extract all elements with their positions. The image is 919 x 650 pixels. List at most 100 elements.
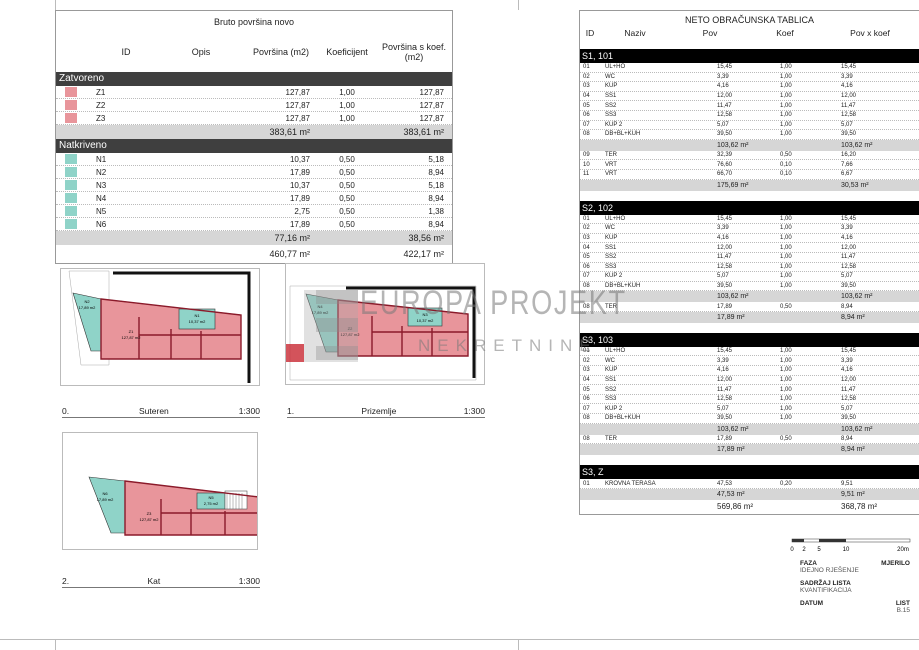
section-total-row: 17,89 m² 8,94 m²: [580, 311, 919, 323]
cell-coef: 1,00: [339, 100, 355, 110]
cell-naziv: UL+HO: [605, 348, 626, 355]
cell-pov-koef: 3,39: [841, 357, 853, 364]
scale-bar-graphic: 0 2 5 10 20m: [790, 538, 911, 553]
cell-koef: 1,00: [780, 367, 792, 374]
cell-area-koef: 8,94: [428, 193, 444, 203]
cell-pov: 39,50: [717, 415, 733, 422]
cell-pov: 5,07: [717, 405, 729, 412]
table-row: 02 WC 3,39 1,00 3,39: [580, 356, 919, 367]
cell-pov: 3,39: [717, 73, 729, 80]
plan-name: Suteren: [139, 406, 169, 416]
plan-caption-kat: 2. Kat 1:300: [62, 576, 260, 588]
table-row: 01 KROVNA TERASA 47,53 0,20 9,51: [580, 479, 919, 489]
neto-grand-pov-koef: 368,78 m²: [841, 502, 878, 512]
list-value: B.15: [896, 607, 910, 614]
table-row: 11 VRT 66,70 0,10 6,67: [580, 170, 919, 180]
color-swatch: [65, 87, 77, 97]
cell-pov-koef: 3,39: [841, 73, 853, 80]
cell-pov-koef: 12,58: [841, 396, 857, 403]
cell-naziv: SS2: [605, 102, 617, 109]
cell-naziv: UL+HO: [605, 215, 626, 222]
cell-id: N3: [96, 180, 107, 190]
cell-pov-koef: 16,20: [841, 152, 857, 159]
table-row: Z1 127,87 1,00 127,87: [56, 86, 452, 99]
table-row: 03 KUP 4,16 1,00 4,16: [580, 82, 919, 92]
floor-plan-suteren: N2 17,89 m2 Z1 127,87 m2 N1 10,37 m2: [60, 268, 260, 386]
room-area: 17,89 m2: [79, 305, 96, 310]
cell-koef: 1,00: [780, 102, 792, 109]
swatch-cell: [56, 87, 96, 97]
cell-pov: 12,00: [717, 244, 733, 251]
cell-pov: 39,50: [717, 282, 733, 289]
cell-area: 127,87: [285, 87, 310, 97]
cell-koef: 1,00: [780, 235, 792, 242]
cell-area-koef: 1,38: [428, 206, 444, 216]
cell-naziv: VRT: [605, 161, 617, 168]
scale-tick: 5: [817, 547, 821, 553]
cell-id: 05: [583, 386, 590, 393]
table-row: 01 UL+HO 15,45 1,00 15,45: [580, 63, 919, 73]
section-gap: [580, 39, 919, 49]
room-area: 127,87 m2: [341, 332, 361, 337]
table-row: 06 SS3 12,58 1,00 12,58: [580, 263, 919, 273]
subtotal-area: 383,61 m²: [269, 127, 310, 137]
cell-koef: 1,00: [780, 121, 792, 128]
cell-id: N5: [96, 206, 107, 216]
cell-koef: 1,00: [780, 93, 792, 100]
section-total-pov-koef: 8,94 m²: [841, 313, 865, 321]
cell-koef: 1,00: [780, 225, 792, 232]
frame-line: [518, 640, 519, 650]
room-area: 17,89 m2: [312, 310, 329, 315]
cell-pov: 11,47: [717, 254, 732, 261]
cell-naziv: TER: [605, 152, 617, 159]
subtotal-area-koef: 38,56 m²: [408, 233, 444, 243]
table-row: 04 SS1 12,00 1,00 12,00: [580, 376, 919, 386]
cell-pov-koef: 39,50: [841, 282, 857, 289]
cell-naziv: SS3: [605, 396, 617, 403]
floor-plan-prizemlje: N4 17,89 m2 Z2 127,87 m2 N3 10,37 m2: [285, 263, 485, 385]
subtotal-area-koef: 383,61 m²: [403, 127, 444, 137]
swatch-cell: [56, 154, 96, 164]
cell-pov: 15,45: [717, 64, 733, 71]
cell-id: 07: [583, 273, 590, 280]
cell-pov: 17,89: [717, 303, 733, 310]
color-swatch: [65, 193, 77, 203]
cell-coef: 0,50: [339, 193, 355, 203]
cell-pov: 12,58: [717, 263, 733, 270]
cell-koef: 1,00: [780, 357, 792, 364]
cell-coef: 0,50: [339, 154, 355, 164]
section-gap: [580, 323, 919, 333]
cell-pov: 66,70: [717, 171, 733, 178]
table-row: 05 SS2 11,47 1,00 11,47: [580, 385, 919, 395]
cell-pov: 12,58: [717, 112, 733, 119]
cell-koef: 0,10: [780, 161, 792, 168]
cell-coef: 1,00: [339, 87, 355, 97]
plan-scale: 1:300: [238, 406, 260, 416]
cell-id: 08: [583, 131, 590, 138]
cell-pov-koef: 9,51: [841, 480, 853, 487]
cell-naziv: KUP 2: [605, 273, 623, 280]
table-row: 03 KUP 4,16 1,00 4,16: [580, 234, 919, 244]
swatch-cell: [56, 113, 96, 123]
cell-pov: 17,89: [717, 435, 733, 442]
neto-header-pov-koef: Pov x koef: [850, 27, 890, 38]
cell-area-koef: 5,18: [428, 180, 444, 190]
subtotal-row: 103,62 m² 103,62 m²: [580, 139, 919, 151]
cell-pov-koef: 5,07: [841, 273, 853, 280]
scale-tick: 10: [843, 547, 850, 553]
header-opis: Opis: [191, 47, 211, 57]
cell-pov-koef: 11,47: [841, 254, 856, 261]
cell-koef: 1,00: [780, 386, 792, 393]
color-swatch: [65, 206, 77, 216]
cell-pov-koef: 15,45: [841, 348, 857, 355]
room-area: 127,87 m2: [122, 335, 142, 340]
cell-id: 06: [583, 263, 590, 270]
section-total-row: 17,89 m² 8,94 m²: [580, 444, 919, 456]
room-area: 10,37 m2: [417, 318, 434, 323]
swatch-cell: [56, 167, 96, 177]
cell-pov: 4,16: [717, 83, 729, 90]
cell-pov: 3,39: [717, 225, 729, 232]
cell-pov-koef: 8,94: [841, 303, 853, 310]
cell-naziv: VRT: [605, 171, 617, 178]
cell-naziv: SS3: [605, 263, 617, 270]
